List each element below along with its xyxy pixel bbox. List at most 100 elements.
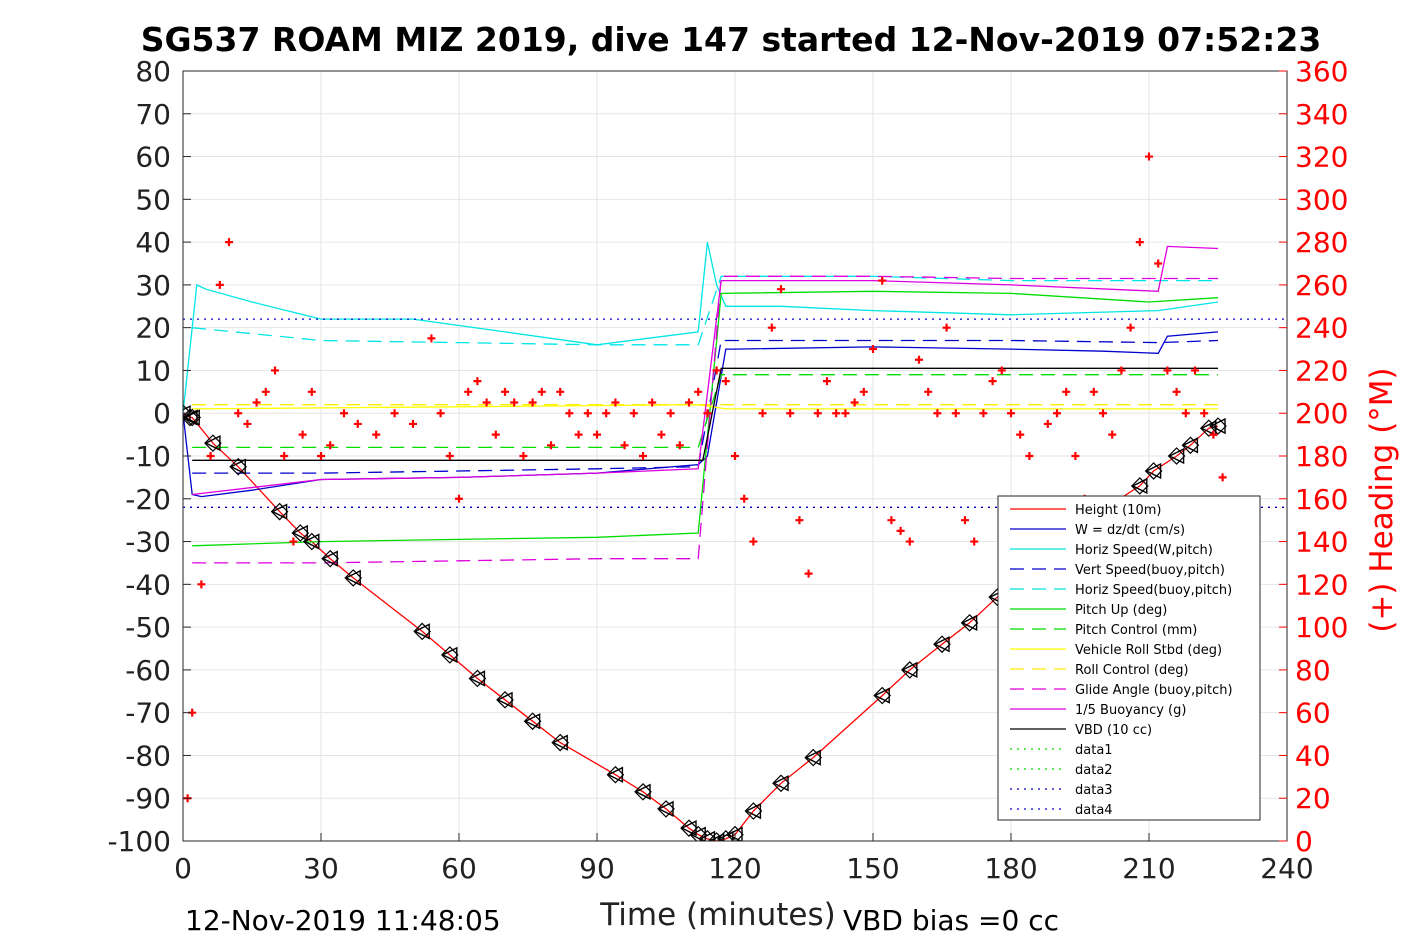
height-marker-diamond bbox=[726, 825, 744, 841]
height-marker bbox=[933, 636, 950, 653]
height-marker bbox=[496, 691, 513, 708]
height-marker-diamond bbox=[291, 524, 310, 542]
heading-point bbox=[979, 409, 988, 418]
y-tick-label: 70 bbox=[135, 98, 171, 131]
height-marker-diamond bbox=[551, 733, 570, 752]
heading-point bbox=[896, 526, 905, 535]
series-line-pitch_ctrl bbox=[192, 374, 1218, 449]
height-marker-diamond bbox=[229, 457, 248, 476]
heading-point bbox=[841, 409, 850, 418]
heading-point bbox=[1025, 452, 1034, 460]
legend-label: Horiz Speed(buoy,pitch) bbox=[1075, 583, 1232, 598]
y-tick-label: 60 bbox=[135, 141, 171, 174]
heading-point bbox=[1062, 387, 1071, 396]
height-marker bbox=[441, 646, 458, 664]
height-marker bbox=[1181, 437, 1199, 454]
height-marker bbox=[229, 458, 246, 475]
height-marker-diamond bbox=[960, 613, 979, 632]
height-marker-diamond bbox=[680, 819, 698, 838]
heading-point bbox=[271, 366, 279, 375]
height-marker bbox=[657, 800, 674, 818]
heading-point bbox=[740, 494, 749, 503]
heading-point bbox=[1071, 452, 1080, 460]
height-marker-diamond bbox=[321, 549, 340, 568]
heading-point bbox=[436, 409, 445, 418]
heading-point bbox=[1218, 473, 1227, 482]
height-marker-diamond bbox=[873, 686, 892, 705]
height-marker bbox=[321, 550, 338, 567]
chart-title: SG537 ROAM MIZ 2019, dive 147 started 12… bbox=[141, 20, 1322, 59]
heading-point bbox=[317, 452, 325, 460]
heading-point bbox=[924, 387, 933, 396]
height-marker-diamond bbox=[183, 408, 199, 427]
height-marker-diamond bbox=[772, 774, 790, 793]
height-marker bbox=[524, 713, 541, 730]
x-tick-labels: 0 30 60 90 120 150 180 210 240 bbox=[174, 833, 1314, 885]
legend-label: VBD (10 cc) bbox=[1075, 723, 1152, 738]
heading-point bbox=[933, 409, 942, 418]
height-marker bbox=[961, 614, 978, 631]
heading-point bbox=[721, 377, 730, 386]
heading-point bbox=[206, 452, 215, 460]
heading-point bbox=[574, 430, 583, 439]
legend-label: Pitch Up (deg) bbox=[1075, 603, 1167, 618]
heading-point bbox=[1209, 430, 1218, 439]
heading-point bbox=[813, 409, 822, 418]
height-marker-diamond bbox=[302, 532, 321, 551]
height-marker-diamond bbox=[270, 502, 289, 521]
heading-point bbox=[565, 409, 574, 418]
height-marker-diamond bbox=[1144, 462, 1163, 480]
y-tick-label: 30 bbox=[135, 269, 171, 302]
heading-point bbox=[1154, 259, 1163, 268]
heading-point bbox=[611, 398, 620, 407]
y-tick-label: 0 bbox=[153, 397, 171, 430]
heading-point bbox=[675, 441, 684, 450]
footer-timestamp: 12-Nov-2019 11:48:05 bbox=[185, 904, 501, 937]
heading-point bbox=[298, 430, 307, 439]
heading-point bbox=[869, 345, 877, 354]
x-tick-label: 120 bbox=[708, 852, 761, 885]
legend-label: data2 bbox=[1075, 763, 1113, 778]
heading-point bbox=[464, 387, 473, 396]
y-tick-label: -30 bbox=[125, 526, 171, 559]
y-right-tick-label: 180 bbox=[1295, 440, 1348, 473]
heading-point bbox=[1181, 409, 1190, 418]
heading-point bbox=[519, 452, 528, 460]
height-marker bbox=[901, 661, 918, 679]
y-tick-label: -50 bbox=[125, 611, 171, 644]
y-right-tick-label: 0 bbox=[1295, 825, 1313, 858]
heading-point bbox=[915, 355, 923, 364]
footer-vbd-bias: VBD bias =0 cc bbox=[843, 904, 1059, 937]
heading-point bbox=[593, 430, 601, 439]
x-tick-label: 30 bbox=[303, 852, 339, 885]
height-marker-diamond bbox=[744, 802, 763, 820]
heading-point bbox=[501, 387, 509, 396]
legend-label: Vert Speed(buoy,pitch) bbox=[1075, 563, 1225, 578]
heading-point bbox=[997, 366, 1006, 375]
x-tick-label: 180 bbox=[984, 852, 1037, 885]
heading-point bbox=[804, 569, 813, 578]
height-marker-diamond bbox=[933, 635, 951, 654]
heading-point bbox=[905, 537, 914, 546]
heading-point bbox=[547, 441, 555, 450]
heading-point bbox=[583, 409, 592, 418]
heading-point bbox=[970, 537, 979, 546]
heading-point bbox=[712, 366, 721, 375]
height-marker-diamond bbox=[707, 832, 726, 841]
y-tick-label: -80 bbox=[125, 739, 171, 772]
heading-point bbox=[859, 387, 868, 396]
heading-point bbox=[1163, 366, 1172, 375]
heading-point bbox=[1043, 419, 1052, 428]
height-marker-diamond bbox=[496, 690, 514, 709]
height-marker-diamond bbox=[689, 825, 708, 841]
y-tick-label: -20 bbox=[125, 483, 171, 516]
heading-point bbox=[243, 419, 252, 428]
heading-point bbox=[353, 419, 362, 428]
height-marker-diamond bbox=[1130, 477, 1149, 495]
heading-point bbox=[372, 430, 381, 439]
height-marker-diamond bbox=[1209, 417, 1227, 435]
series-line-horiz_buoy bbox=[192, 275, 1218, 346]
height-marker-diamond bbox=[634, 782, 652, 801]
heading-point bbox=[694, 387, 703, 396]
